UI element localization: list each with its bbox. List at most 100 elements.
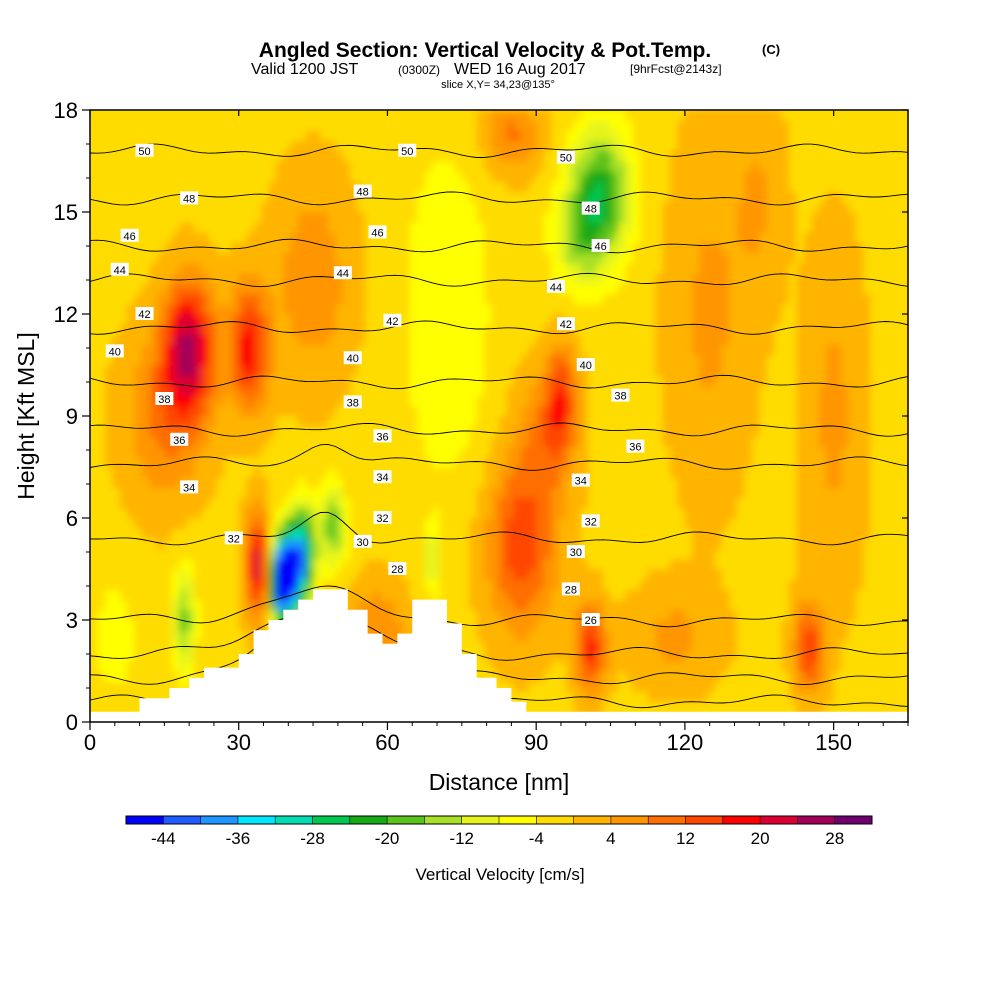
velocity-cell [320,161,329,172]
velocity-cell [223,212,232,223]
velocity-cell [134,518,143,529]
velocity-cell [253,303,262,315]
velocity-cell [647,140,656,152]
velocity-cell [313,150,322,162]
velocity-cell [573,630,582,641]
velocity-cell [253,110,262,121]
velocity-cell [640,201,649,213]
velocity-cell [238,569,247,580]
velocity-cell [134,191,143,203]
velocity-cell [335,171,344,182]
velocity-cell [588,171,597,182]
velocity-cell [186,589,195,601]
velocity-cell [335,569,344,580]
velocity-cell [313,283,322,295]
velocity-cell [684,314,693,325]
velocity-cell [476,365,485,376]
velocity-cell [677,293,686,305]
velocity-cell [268,242,277,254]
velocity-cell [692,354,701,366]
velocity-cell [119,273,128,284]
velocity-cell [104,701,113,713]
velocity-cell [171,426,180,437]
velocity-cell [625,263,634,274]
velocity-cell [179,120,188,131]
velocity-cell [528,263,537,274]
velocity-cell [469,324,478,335]
velocity-cell [446,201,455,213]
velocity-cell [491,569,500,580]
velocity-cell [476,201,485,213]
velocity-cell [491,579,500,590]
velocity-cell [134,395,143,407]
velocity-cell [156,456,165,468]
velocity-cell [677,334,686,346]
velocity-cell [595,507,604,519]
velocity-cell [513,181,522,193]
velocity-cell [350,161,359,172]
velocity-cell [565,181,574,193]
velocity-cell [201,110,210,121]
velocity-cell [684,426,693,437]
velocity-cell [394,303,403,315]
velocity-cell [372,130,381,142]
velocity-cell [558,375,567,386]
velocity-cell [528,293,537,305]
velocity-cell [112,375,121,386]
velocity-cell [461,416,470,427]
velocity-cell [350,201,359,213]
velocity-cell [684,650,693,662]
velocity-cell [156,232,165,244]
velocity-cell [127,273,136,284]
velocity-cell [372,416,381,427]
velocity-cell [327,222,336,233]
velocity-cell [320,497,329,509]
velocity-cell [313,293,322,305]
velocity-cell [290,599,299,611]
velocity-cell [387,252,396,264]
velocity-cell [707,660,716,672]
velocity-cell [365,140,374,152]
velocity-cell [409,252,418,264]
velocity-cell [432,140,441,152]
velocity-cell [543,273,552,284]
velocity-cell [446,538,455,550]
velocity-cell [350,283,359,295]
velocity-cell [625,538,634,550]
velocity-cell [246,385,255,397]
velocity-cell [543,446,552,458]
velocity-cell [275,507,284,519]
velocity-cell [454,558,463,570]
velocity-cell [216,212,225,223]
velocity-cell [647,609,656,621]
velocity-cell [149,222,158,233]
velocity-cell [662,477,671,488]
velocity-cell [327,150,336,162]
velocity-cell [536,181,545,193]
velocity-cell [647,303,656,315]
velocity-cell [417,344,426,356]
velocity-cell [521,150,530,162]
velocity-cell [625,314,634,325]
velocity-cell [104,385,113,397]
velocity-cell [186,497,195,509]
velocity-cell [491,293,500,305]
velocity-cell [625,426,634,437]
velocity-cell [335,120,344,131]
velocity-cell [409,324,418,335]
velocity-cell [179,212,188,223]
velocity-cell [127,405,136,417]
velocity-cell [246,507,255,519]
velocity-cell [171,252,180,264]
velocity-cell [142,242,151,254]
velocity-cell [127,303,136,315]
valid-prefix: Valid 1200 JST [251,61,359,78]
velocity-cell [432,518,441,529]
velocity-cell [134,528,143,539]
velocity-cell [357,161,366,172]
velocity-cell [595,314,604,325]
velocity-cell [216,375,225,386]
velocity-cell [461,273,470,284]
velocity-cell [573,671,582,682]
